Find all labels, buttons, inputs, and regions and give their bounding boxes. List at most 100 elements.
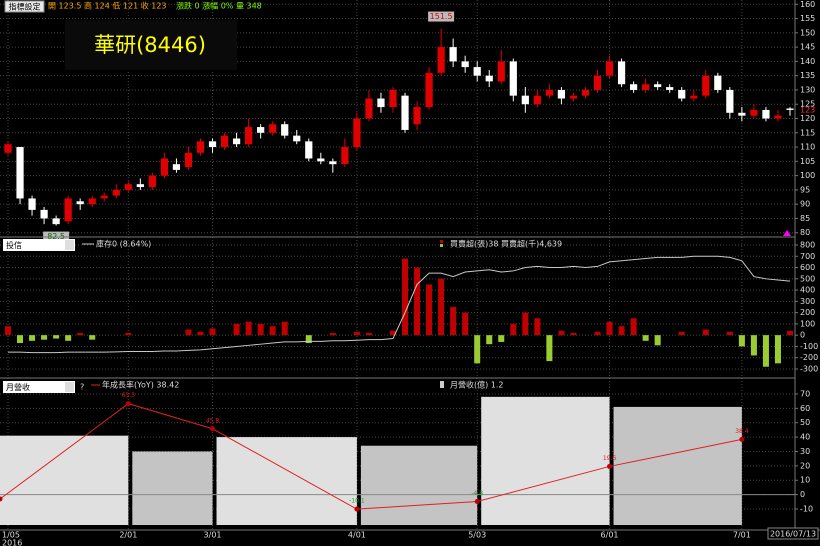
x-tick-label: 5/03 <box>468 531 486 540</box>
candle-body <box>485 75 493 82</box>
bar <box>41 335 48 340</box>
bar <box>486 335 493 345</box>
y-tick-label: 100 <box>800 319 815 328</box>
point <box>0 496 3 502</box>
settings-label[interactable]: 指標設定 <box>9 2 41 12</box>
x-tick-label: 1/05 <box>2 531 20 540</box>
y-tick-label: 150 <box>800 28 815 37</box>
bar <box>233 323 240 336</box>
bar <box>726 331 733 336</box>
bar <box>389 330 396 336</box>
data-label: 45.8 <box>206 417 220 424</box>
y-tick-label: 700 <box>800 252 815 261</box>
bar <box>762 335 769 367</box>
bar <box>606 321 613 336</box>
candle-body <box>714 75 722 90</box>
bar <box>618 326 625 336</box>
candle-body <box>401 95 409 130</box>
bar <box>534 318 541 336</box>
bar <box>53 335 60 339</box>
y-tick-label: 155 <box>800 14 815 23</box>
candle-body <box>786 108 794 110</box>
revenue-area <box>360 445 478 525</box>
candle-body <box>678 89 686 99</box>
revenue-area <box>216 437 357 525</box>
candle-body <box>557 89 566 99</box>
candle-body <box>605 61 614 76</box>
bar <box>654 335 661 346</box>
candle-body <box>521 95 529 105</box>
data-label: 63.3 <box>122 392 136 399</box>
selector-label[interactable]: 投信 <box>6 240 22 250</box>
y-tick-label: 120 <box>800 114 815 123</box>
change-text: 漲跌 0 漲幅 0% 量 348 <box>176 1 262 11</box>
candle-body <box>40 209 48 219</box>
settings-button[interactable] <box>4 0 45 13</box>
legend-text: 月營收(億) 1.2 <box>450 380 504 390</box>
y-tick-label: 80 <box>800 228 810 237</box>
candle-body <box>160 158 169 176</box>
y-tick-label: 60 <box>800 404 810 413</box>
help-icon[interactable]: ? <box>80 383 84 392</box>
selector[interactable] <box>3 381 75 393</box>
year-label: 2016 <box>2 539 22 546</box>
candle-body <box>257 127 265 133</box>
selector[interactable] <box>3 239 75 251</box>
candle-body <box>88 198 96 205</box>
bar <box>474 335 481 364</box>
candle-body <box>762 109 770 119</box>
bar <box>269 326 276 336</box>
dropdown-arrow[interactable] <box>65 240 74 250</box>
ohlc-text: 開 123.5 高 124 低 121 收 123 <box>48 1 167 11</box>
bar <box>594 331 601 336</box>
y-tick-label: 20 <box>800 461 810 470</box>
bar <box>738 335 745 347</box>
candle-body <box>196 141 205 153</box>
y-tick-label: 600 <box>800 263 815 272</box>
y-tick-label: 100 <box>800 171 815 180</box>
candle-body <box>269 124 277 133</box>
point <box>354 506 360 512</box>
bar <box>353 331 360 336</box>
selector-label[interactable]: 月營收 <box>6 382 30 392</box>
high-label: 151.5 <box>430 12 453 21</box>
data-label: 38.4 <box>735 428 749 435</box>
legend-icon <box>440 381 444 388</box>
bar <box>570 332 577 336</box>
bar <box>450 306 457 336</box>
y-tick-label: 0 <box>800 490 805 499</box>
revenue-area <box>0 435 129 525</box>
bar <box>678 331 685 336</box>
y-tick-label: 140 <box>800 57 815 66</box>
line <box>8 255 791 354</box>
y-tick-label: 200 <box>800 308 815 317</box>
bar <box>630 318 637 336</box>
candle-body <box>389 89 397 108</box>
candle-body <box>16 147 24 199</box>
candle-body <box>533 95 541 105</box>
x-tick-label: 7/01 <box>733 531 751 540</box>
candle-body <box>305 141 313 159</box>
bar <box>209 328 216 336</box>
point <box>739 436 745 442</box>
candle-body <box>4 144 12 153</box>
title-box <box>65 20 237 70</box>
candle-body <box>341 147 349 165</box>
dropdown-arrow[interactable] <box>65 382 74 392</box>
point <box>125 401 131 407</box>
candle-body <box>329 161 337 165</box>
y-tick-label: -10 <box>800 505 813 514</box>
bar <box>750 335 757 356</box>
y-tick-label: 130 <box>800 85 815 94</box>
data-label: -10.1 <box>349 498 365 505</box>
bar <box>65 335 72 341</box>
bar <box>365 332 372 336</box>
data-label: -4.8 <box>471 490 483 497</box>
date-box <box>767 527 819 540</box>
candle-body <box>245 127 253 145</box>
bar <box>702 329 709 336</box>
candle-body <box>172 164 181 170</box>
bar <box>498 335 505 342</box>
y-tick-label: 800 <box>800 241 815 250</box>
